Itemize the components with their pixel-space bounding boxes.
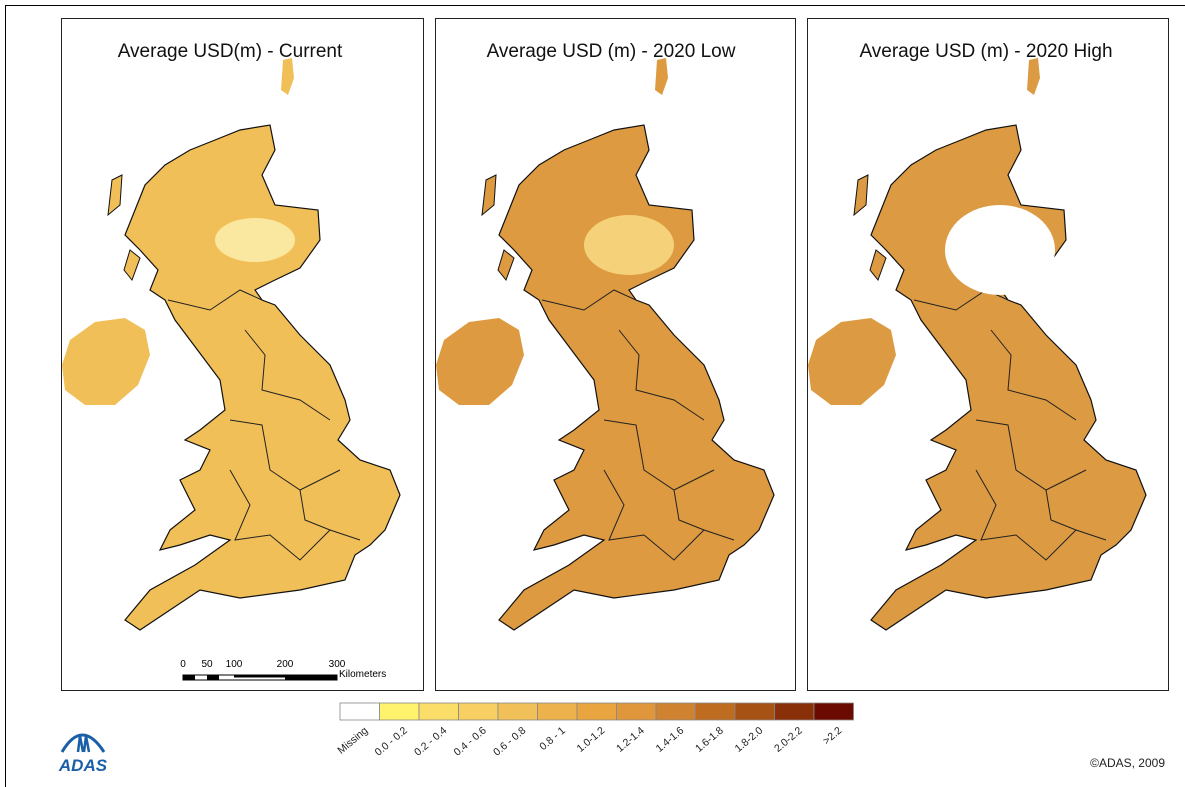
legend-swatch xyxy=(576,702,617,721)
legend-label: 0.6 - 0.8 xyxy=(491,725,528,759)
map-highlight xyxy=(945,205,1055,295)
legend-label: 2.0-2.2 xyxy=(772,725,805,755)
legend-swatch xyxy=(655,702,696,721)
scale-label: 0 xyxy=(180,659,186,670)
scale-label: 100 xyxy=(226,659,243,670)
legend-label: 1.6-1.8 xyxy=(693,725,726,755)
map-highlight xyxy=(584,215,674,275)
legend-swatch xyxy=(458,702,499,721)
scale-unit: Kilometers xyxy=(339,669,386,680)
legend-swatch xyxy=(379,702,420,721)
legend-label: 1.0-1.2 xyxy=(575,725,608,755)
panel-title: Average USD (m) - 2020 High xyxy=(859,41,1112,62)
legend-swatch xyxy=(813,702,854,721)
scale-bar-segment xyxy=(285,675,337,680)
legend-swatch xyxy=(339,702,380,721)
panel: Average USD (m) - 2020 Low xyxy=(435,18,796,691)
legend-label: 1.4-1.6 xyxy=(654,725,687,755)
panel-border xyxy=(807,18,1169,691)
legend-label: 1.8-2.0 xyxy=(733,725,766,755)
legend-swatch xyxy=(537,702,578,721)
logo-mark xyxy=(76,735,91,753)
logo-arc xyxy=(60,733,106,753)
map xyxy=(435,57,775,631)
legend-swatch xyxy=(695,702,736,721)
legend-label: 0.4 - 0.6 xyxy=(452,725,489,759)
legend-label: Missing xyxy=(335,725,370,757)
legend-swatch xyxy=(616,702,657,721)
map-highlight xyxy=(215,218,295,262)
panel-border xyxy=(435,18,796,691)
legend-swatch xyxy=(734,702,775,721)
scale-bar: 0 50 100 200 300 Kilometers xyxy=(180,659,386,681)
legend-label: 1.2-1.4 xyxy=(614,725,647,755)
scale-bar-segment xyxy=(234,675,285,678)
legend-swatch xyxy=(418,702,459,721)
scale-bar-segment xyxy=(183,675,195,680)
panel-title: Average USD(m) - Current xyxy=(118,41,343,62)
frame xyxy=(5,5,1185,787)
map xyxy=(61,57,401,631)
legend-label: 0.0 - 0.2 xyxy=(373,725,410,759)
legend-label: >2.2 xyxy=(821,725,845,748)
copyright: ©ADAS, 2009 xyxy=(1090,756,1165,770)
panel: Average USD (m) - 2020 High xyxy=(807,18,1169,691)
scale-bar-segment xyxy=(207,675,219,680)
legend: Missing 0.0 - 0.2 0.2 - 0.4 0.4 - 0.6 0.6 - … xyxy=(335,702,854,759)
legend-swatch xyxy=(497,702,538,721)
panel-border xyxy=(61,18,424,691)
panel: Average USD(m) - Current xyxy=(61,18,424,691)
legend-label: 0.8 - 1 xyxy=(537,725,568,753)
legend-label: 0.2 - 0.4 xyxy=(412,725,449,759)
logo: ADAS xyxy=(58,733,108,775)
map xyxy=(807,57,1147,631)
scale-label: 50 xyxy=(201,659,213,670)
panel-title: Average USD (m) - 2020 Low xyxy=(487,41,736,62)
legend-swatch xyxy=(774,702,815,721)
logo-text: ADAS xyxy=(58,756,108,775)
scale-label: 200 xyxy=(277,659,294,670)
scale-label: 300 xyxy=(329,659,346,670)
